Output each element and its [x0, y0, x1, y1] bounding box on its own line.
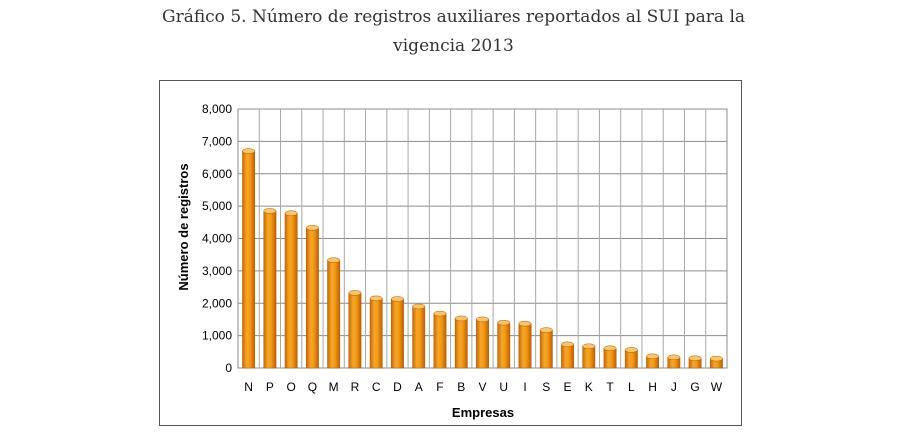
bar-M [327, 259, 341, 369]
bar-U [497, 322, 511, 369]
x-tick-label: W [711, 380, 723, 394]
bar-O [284, 212, 298, 369]
bar-cap-I [518, 320, 532, 327]
bar-T [603, 348, 617, 369]
x-tick-label: A [415, 380, 423, 394]
x-tick-label: E [564, 380, 572, 394]
x-tick-label: M [329, 380, 339, 394]
x-tick-label: H [648, 380, 657, 394]
bar-cap-D [391, 296, 404, 302]
x-tick-label: O [286, 380, 295, 394]
y-tick-label: 3,000 [202, 264, 232, 278]
bar-Q [305, 227, 319, 369]
x-tick-label: V [478, 380, 486, 394]
bar-V [476, 319, 489, 369]
bar-cap-E [561, 341, 574, 348]
bar-cap-G [688, 355, 702, 362]
bar-S [539, 329, 553, 369]
x-tick-label: F [436, 380, 443, 394]
x-tick-label: J [671, 380, 677, 394]
y-tick-label: 2,000 [202, 296, 232, 310]
x-axis-label: Empresas [452, 405, 514, 420]
x-tick-label: C [372, 380, 381, 394]
y-tick-label: 7,000 [202, 134, 232, 148]
bar-cap-U [497, 319, 511, 326]
bar-cap-M [327, 257, 341, 263]
bar-cap-Q [305, 225, 319, 231]
x-tick-label: R [351, 380, 360, 394]
bar-R [348, 292, 362, 369]
x-tick-label: G [690, 380, 699, 394]
y-tick-label: 0 [225, 361, 232, 375]
y-tick-label: 8,000 [202, 102, 232, 116]
bar-F [433, 313, 447, 369]
y-tick-label: 6,000 [202, 167, 232, 181]
bar-I [518, 323, 532, 369]
bar-cap-S [539, 327, 553, 333]
y-tick-labels: 0 1,000 2,000 3,000 4,000 5,000 6,000 7,000 8,00… [202, 102, 232, 375]
bar-C [369, 298, 383, 369]
x-tick-label: T [606, 380, 614, 394]
x-tick-label: L [628, 380, 635, 394]
bar-cap-W [709, 355, 723, 362]
bar-E [561, 344, 574, 369]
bar-cap-F [433, 310, 447, 317]
bar-cap-B [454, 315, 468, 322]
x-tick-label: S [542, 380, 550, 394]
y-tick-label: 4,000 [202, 232, 232, 246]
x-tick-label: U [499, 380, 508, 394]
x-tick-label: B [457, 380, 465, 394]
bar-cap-A [412, 303, 426, 310]
x-tick-label: N [244, 380, 253, 394]
bar-cap-L [624, 347, 638, 353]
y-axis-label: Número de registros [176, 163, 191, 290]
bar-cap-H [646, 353, 660, 360]
x-tick-label: Q [308, 380, 317, 394]
bar-cap-R [348, 290, 362, 296]
x-tick-label: I [523, 380, 526, 394]
bar-cap-O [284, 210, 298, 216]
bar-cap-J [667, 354, 681, 361]
caption-line-2: vigencia 2013 [393, 36, 514, 56]
caption-line-1: Gráfico 5. Número de registros auxiliare… [161, 7, 746, 27]
bars [242, 148, 723, 369]
bar-cap-V [476, 316, 489, 323]
y-tick-label: 1,000 [202, 329, 232, 343]
bar-cap-K [582, 343, 596, 350]
bar-N [242, 150, 256, 369]
bar-D [391, 298, 404, 369]
bar-cap-T [603, 345, 617, 352]
bar-cap-C [369, 295, 383, 302]
bar-cap-N [242, 148, 256, 154]
bar-K [582, 346, 596, 369]
x-tick-label: K [585, 380, 593, 394]
chart-frame: 0 1,000 2,000 3,000 4,000 5,000 6,000 7,000 8,00… [159, 80, 742, 426]
bar-P [263, 210, 277, 369]
bar-cap-P [263, 208, 277, 214]
y-tick-label: 5,000 [202, 199, 232, 213]
x-tick-label: D [393, 380, 402, 394]
x-tick-label: P [266, 380, 274, 394]
bar-chart: 0 1,000 2,000 3,000 4,000 5,000 6,000 7,000 8,00… [176, 102, 728, 420]
bar-B [454, 318, 468, 369]
bar-A [412, 306, 426, 369]
